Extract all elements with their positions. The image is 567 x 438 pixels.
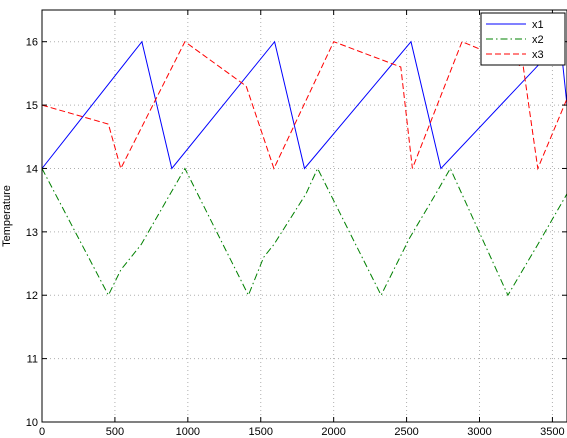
x-tick-label: 0 [39, 426, 45, 438]
plot-frame [41, 9, 567, 423]
legend-box [480, 12, 566, 66]
x-tick-label: 1000 [176, 426, 200, 438]
x-tick-label: 2500 [394, 426, 418, 438]
y-tick-label: 15 [26, 100, 38, 112]
legend-label-x2: x2 [532, 34, 544, 46]
grid [42, 10, 567, 422]
legend-label-x1: x1 [532, 19, 544, 31]
y-tick-label: 13 [26, 227, 38, 239]
plot-background [42, 10, 567, 422]
y-tick-label: 16 [26, 37, 38, 49]
y-tick-label: 14 [26, 163, 38, 175]
series-line-x1 [42, 40, 567, 170]
ticks: 0 500 1000 1500 2000 2500 3000 3500 10 11 12 13 14 15… [26, 10, 567, 438]
y-tick-label: 10 [26, 417, 38, 429]
series-line-x2 [42, 167, 567, 297]
series-line-x3 [42, 40, 567, 171]
legend-label-x3: x3 [532, 49, 544, 61]
x-tick-label: 2000 [321, 426, 345, 438]
x-tick-label: 500 [106, 426, 124, 438]
x-tick-label: 1500 [249, 426, 273, 438]
x-tick-label: 3000 [467, 426, 491, 438]
legend: x1 x2 x3 [480, 12, 566, 66]
y-axis-label: Temperature [1, 185, 13, 247]
y-tick-label: 11 [27, 354, 38, 366]
series-layer [42, 40, 567, 297]
x-tick-label: 3500 [540, 426, 564, 438]
y-tick-label: 12 [26, 290, 38, 302]
